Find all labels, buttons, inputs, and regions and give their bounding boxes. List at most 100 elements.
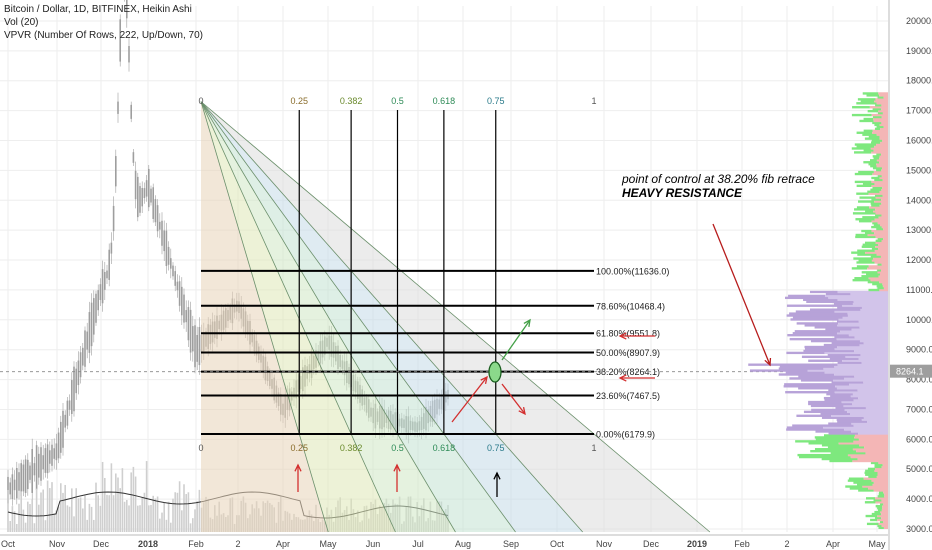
vpvr-row-up bbox=[879, 503, 884, 506]
annotation-note[interactable]: point of control at 38.20% fib retrace H… bbox=[622, 172, 815, 200]
legend-vpvr[interactable]: VPVR (Number Of Rows, 222, Up/Down, 70) bbox=[4, 30, 203, 41]
vpvr-row-up bbox=[866, 522, 879, 526]
volume-bar bbox=[115, 473, 117, 532]
vpvr-row-down bbox=[860, 353, 888, 357]
vpvr-row-up bbox=[804, 345, 838, 349]
candle-body bbox=[9, 482, 11, 495]
vpvr-row-down bbox=[884, 493, 888, 496]
vpvr-row-up bbox=[786, 426, 824, 429]
candle-body bbox=[42, 455, 44, 470]
vpvr-row-down bbox=[883, 227, 888, 231]
volume-bar bbox=[154, 498, 157, 532]
vpvr-row-up bbox=[877, 506, 883, 510]
vpvr-row-down bbox=[836, 332, 888, 335]
legend-volume[interactable]: Vol (20) bbox=[4, 17, 39, 28]
vpvr-row-down bbox=[880, 223, 888, 227]
vpvr-row-up bbox=[876, 125, 884, 129]
vpvr-row-down bbox=[834, 347, 888, 351]
vpvr-row-up bbox=[814, 448, 853, 451]
volume-bar bbox=[134, 476, 137, 532]
vpvr-row-down bbox=[877, 473, 888, 476]
vpvr-row-down bbox=[843, 404, 888, 408]
vpvr-row-down bbox=[876, 133, 888, 136]
vpvr-row-down bbox=[881, 107, 888, 111]
fib-time-label-bottom: 0.5 bbox=[391, 443, 404, 453]
fib-time-label-bottom: 0 bbox=[198, 443, 203, 453]
fib-time-label-bottom: 0.75 bbox=[487, 443, 505, 453]
volume-bar bbox=[57, 506, 60, 532]
y-tick-label: 8000.0 bbox=[906, 375, 932, 385]
vpvr-row-up bbox=[878, 508, 882, 512]
vpvr-row-down bbox=[837, 324, 888, 327]
vpvr-row-down bbox=[852, 302, 888, 305]
vpvr-row-up bbox=[854, 151, 872, 154]
arrow-shaft bbox=[712, 223, 771, 366]
vpvr-row-down bbox=[881, 121, 888, 125]
vpvr-row-down bbox=[881, 239, 888, 243]
vpvr-row-up bbox=[854, 172, 873, 176]
vpvr-row-up bbox=[870, 159, 877, 162]
vpvr-row-down bbox=[851, 430, 888, 433]
vpvr-row-up bbox=[851, 147, 871, 150]
vpvr-row-up bbox=[829, 357, 859, 360]
vpvr-row-down bbox=[854, 436, 888, 439]
vpvr-row-up bbox=[785, 296, 829, 300]
vpvr-row-down bbox=[873, 170, 888, 174]
candle-body bbox=[16, 467, 18, 499]
vpvr-row-up bbox=[875, 104, 882, 107]
vpvr-row-down bbox=[852, 448, 888, 451]
vpvr-row-up bbox=[808, 402, 853, 406]
volume-bar bbox=[53, 513, 55, 532]
candle-body bbox=[40, 447, 42, 481]
volume-bar bbox=[13, 511, 16, 532]
candle-body bbox=[20, 463, 22, 497]
vpvr-row-down bbox=[881, 115, 888, 119]
vpvr-row-up bbox=[874, 465, 882, 469]
fib-level-label: 0.00%(6179.9) bbox=[596, 429, 655, 439]
vpvr-row-down bbox=[859, 444, 888, 447]
vpvr-row-down bbox=[881, 263, 888, 266]
vpvr-row-up bbox=[864, 137, 880, 140]
volume-bar bbox=[11, 506, 14, 532]
fib-time-label-top: 0.5 bbox=[391, 96, 404, 106]
vpvr-row-down bbox=[847, 314, 888, 317]
volume-bar bbox=[64, 484, 66, 532]
vpvr-row-down bbox=[874, 200, 888, 203]
vpvr-row-up bbox=[854, 180, 872, 184]
candle-body bbox=[13, 479, 16, 491]
vpvr-row-up bbox=[856, 192, 869, 195]
vpvr-row-up bbox=[803, 410, 848, 414]
candle-body bbox=[29, 465, 31, 480]
volume-bar bbox=[71, 488, 73, 532]
vpvr-row-down bbox=[875, 241, 888, 245]
x-tick-label: 2018 bbox=[138, 539, 158, 549]
vpvr-row-up bbox=[875, 239, 882, 243]
vpvr-row-down bbox=[881, 524, 888, 528]
vpvr-row-up bbox=[821, 416, 864, 419]
vpvr-row-down bbox=[847, 312, 888, 315]
vpvr-row-down bbox=[876, 475, 888, 478]
volume-bar bbox=[18, 503, 20, 532]
vpvr-row-up bbox=[788, 294, 826, 298]
x-tick-label: Nov bbox=[596, 539, 613, 549]
fan-ray bbox=[200, 101, 516, 533]
vpvr-row-down bbox=[834, 365, 888, 368]
candle-body bbox=[152, 187, 154, 219]
vpvr-row-down bbox=[879, 94, 888, 97]
vpvr-row-up bbox=[792, 424, 854, 427]
candle-body bbox=[174, 271, 176, 286]
vpvr-row-down bbox=[858, 320, 888, 323]
fib-time-label-top: 0.75 bbox=[487, 96, 505, 106]
vpvr-row-down bbox=[876, 164, 888, 168]
vpvr-row-up bbox=[857, 253, 877, 256]
arrow-head bbox=[523, 318, 531, 328]
vpvr-row-down bbox=[882, 505, 888, 508]
vpvr-row-down bbox=[848, 334, 888, 337]
vpvr-row-down bbox=[881, 499, 888, 502]
legend-symbol[interactable]: Bitcoin / Dollar, 1D, BITFINEX, Heikin A… bbox=[4, 4, 192, 15]
fib-time-label-top: 0.25 bbox=[290, 96, 308, 106]
vpvr-row-up bbox=[861, 229, 872, 233]
volume-bar bbox=[77, 498, 80, 532]
